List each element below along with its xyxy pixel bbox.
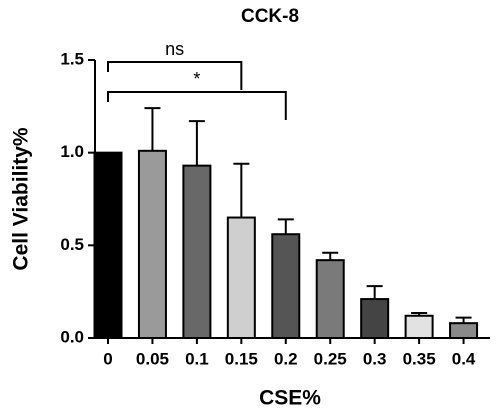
x-tick-label: 0 xyxy=(103,349,112,368)
significance-bracket xyxy=(107,61,243,90)
chart-title: CCK-8 xyxy=(241,6,299,27)
x-tick-label: 0.35 xyxy=(403,349,436,368)
bar xyxy=(315,259,345,339)
x-tick-label: 0.1 xyxy=(185,349,209,368)
x-tick-label: 0.25 xyxy=(314,349,347,368)
y-tick-label: 1.0 xyxy=(60,142,84,161)
bar xyxy=(137,149,167,339)
significance-label: * xyxy=(193,69,200,89)
bar xyxy=(182,164,212,339)
x-axis-title: CSE% xyxy=(259,387,321,410)
x-tick-label: 0.2 xyxy=(274,349,298,368)
y-tick-label: 0.0 xyxy=(60,327,84,346)
bar xyxy=(449,322,479,340)
bar xyxy=(226,216,256,340)
x-tick-label: 0.05 xyxy=(136,349,169,368)
x-tick-label: 0.15 xyxy=(225,349,258,368)
bar xyxy=(271,233,301,339)
y-axis-title: Cell Viability% xyxy=(10,127,33,270)
y-tick-label: 1.5 xyxy=(60,49,84,68)
significance-bracket xyxy=(107,91,287,120)
x-tick-label: 0.4 xyxy=(452,349,476,368)
y-tick-label: 0.5 xyxy=(60,235,84,254)
bar xyxy=(404,314,434,340)
significance-label: ns xyxy=(165,39,184,59)
bar xyxy=(360,298,390,339)
x-tick-label: 0.3 xyxy=(363,349,387,368)
bar xyxy=(93,151,123,339)
